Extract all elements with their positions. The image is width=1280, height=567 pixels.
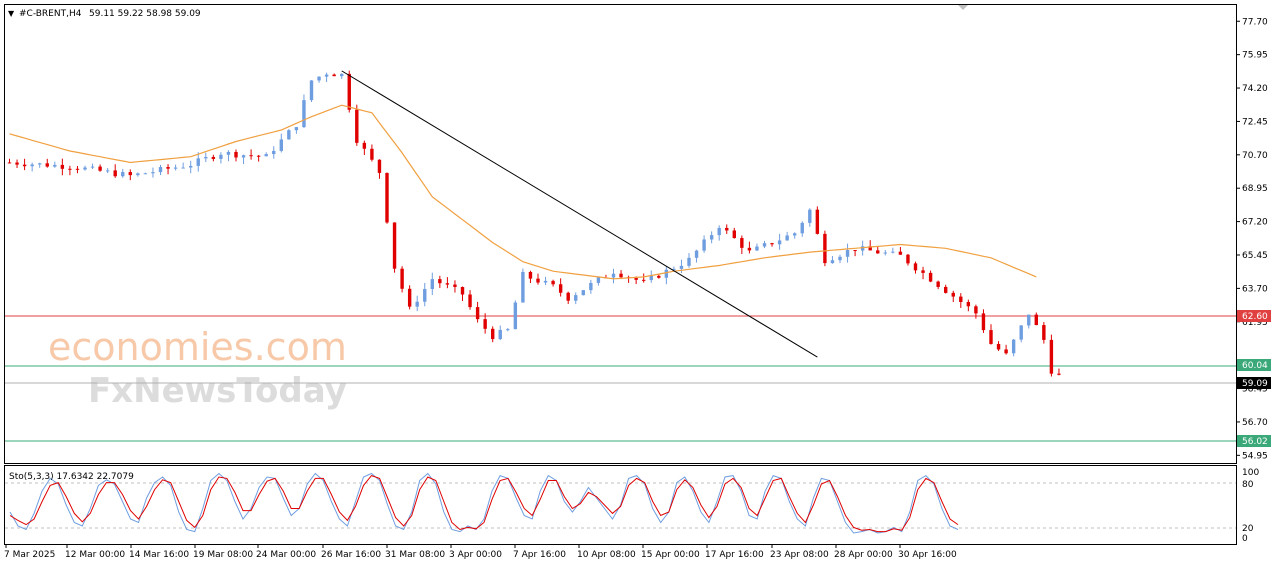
svg-text:59.09: 59.09 [1242, 379, 1268, 389]
y-tick-label: 74.20 [1242, 84, 1268, 94]
candle [823, 231, 826, 267]
x-tick-label: 10 Apr 08:00 [577, 550, 636, 560]
candle [287, 129, 290, 140]
candle [521, 269, 524, 303]
candle [1050, 335, 1053, 377]
y-tick-label: 75.95 [1242, 51, 1268, 61]
x-tick-label: 12 Mar 00:00 [65, 550, 125, 560]
stoch-axis-80: 80 [1242, 480, 1254, 490]
svg-text:62.60: 62.60 [1242, 312, 1268, 322]
candle [385, 172, 388, 223]
y-tick-label: 77.70 [1242, 17, 1268, 27]
y-tick-label: 54.95 [1242, 451, 1268, 461]
candle [393, 222, 396, 272]
stoch-axis-20: 20 [1242, 524, 1254, 534]
x-tick-label: 24 Mar 00:00 [256, 550, 316, 560]
symbol-label: #C-BRENT,H4 [19, 9, 82, 19]
candle [816, 206, 819, 234]
stochastic-label: Sto(5,3,3) 17.6342 22.7079 [9, 472, 134, 482]
x-tick-label: 7 Mar 2025 [4, 550, 55, 560]
y-tick-label: 68.95 [1242, 184, 1268, 194]
support-label-lower: 56.02 [1237, 435, 1271, 447]
ohlc-values: 59.11 59.22 58.98 59.09 [89, 9, 201, 19]
watermark-economies: economies.com [48, 325, 347, 369]
x-tick-label: 17 Apr 16:00 [705, 550, 764, 560]
current-price-label: 59.09 [1237, 377, 1271, 389]
x-tick-label: 15 Apr 00:00 [641, 550, 700, 560]
x-tick-label: 31 Mar 08:00 [385, 550, 445, 560]
candle [514, 300, 517, 329]
price-axis: 77.70 75.95 74.20 72.45 70.70 68.95 67.20 65.45… [1236, 17, 1268, 461]
x-tick-label: 30 Apr 16:00 [898, 550, 957, 560]
support-label-upper: 60.04 [1237, 359, 1271, 371]
stoch-axis-0: 0 [1242, 534, 1248, 544]
x-tick-label: 23 Apr 08:00 [770, 550, 829, 560]
candle [355, 105, 358, 146]
y-tick-label: 72.45 [1242, 117, 1268, 127]
svg-text:60.04: 60.04 [1242, 361, 1268, 371]
candle [408, 285, 411, 309]
x-tick-label: 3 Apr 00:00 [449, 550, 502, 560]
candle [310, 80, 313, 102]
y-tick-label: 63.70 [1242, 284, 1268, 294]
y-tick-label: 70.70 [1242, 151, 1268, 161]
x-tick-label: 26 Mar 16:00 [321, 550, 381, 560]
y-tick-label: 56.70 [1242, 418, 1268, 428]
candle [582, 290, 585, 296]
stoch-axis-100: 100 [1242, 468, 1259, 478]
x-tick-label: 7 Apr 16:00 [513, 550, 566, 560]
svg-text:56.02: 56.02 [1242, 437, 1268, 447]
candle [400, 266, 403, 292]
x-tick-label: 14 Mar 16:00 [129, 550, 189, 560]
collapse-arrow-icon[interactable]: ▼ [8, 9, 15, 18]
x-tick-label: 19 Mar 08:00 [193, 550, 253, 560]
y-tick-label: 67.20 [1242, 218, 1268, 228]
watermark-fxnewstoday: FxNewsToday [88, 371, 347, 411]
resistance-label: 62.60 [1237, 310, 1271, 322]
x-tick-label: 28 Apr 00:00 [834, 550, 893, 560]
y-tick-label: 65.45 [1242, 251, 1268, 261]
time-axis: 7 Mar 2025 12 Mar 00:00 14 Mar 16:00 19 Mar… [4, 544, 957, 560]
